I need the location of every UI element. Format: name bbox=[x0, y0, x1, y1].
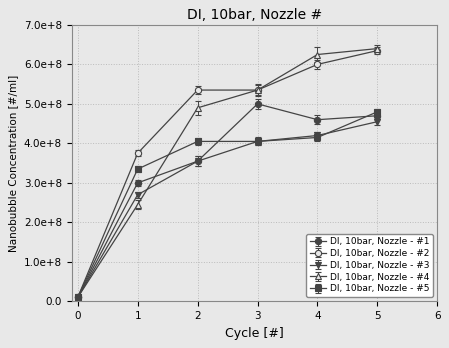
Legend: DI, 10bar, Nozzle - #1, DI, 10bar, Nozzle - #2, DI, 10bar, Nozzle - #3, DI, 10ba: DI, 10bar, Nozzle - #1, DI, 10bar, Nozzl… bbox=[306, 234, 433, 297]
Y-axis label: Nanobubble Concentration [#/ml]: Nanobubble Concentration [#/ml] bbox=[9, 74, 18, 252]
X-axis label: Cycle [#]: Cycle [#] bbox=[225, 327, 284, 340]
Title: DI, 10bar, Nozzle #: DI, 10bar, Nozzle # bbox=[187, 8, 322, 22]
